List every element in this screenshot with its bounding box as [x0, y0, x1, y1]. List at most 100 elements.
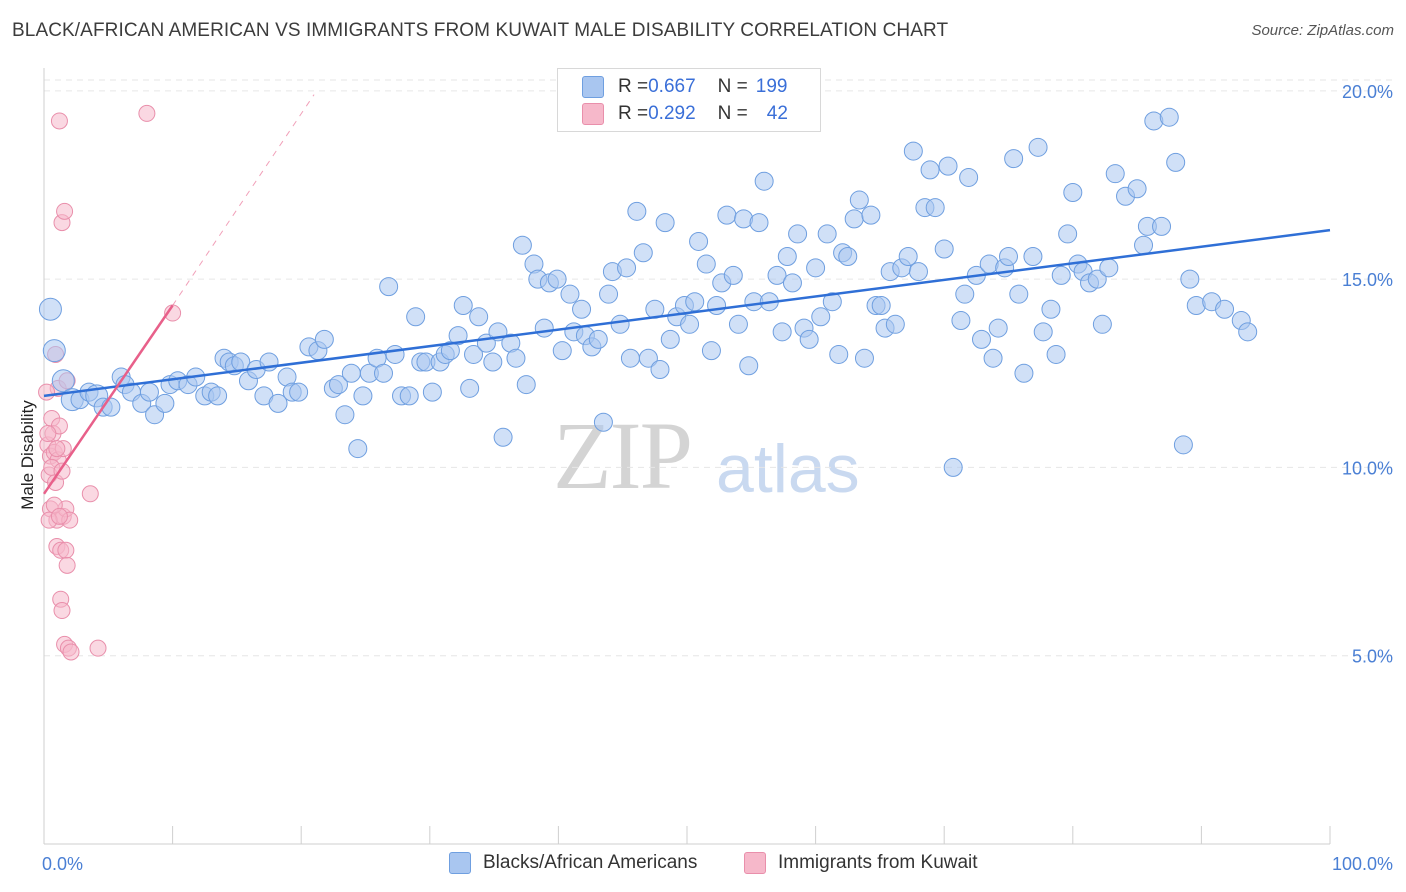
legend-swatch-kuwait	[582, 103, 604, 125]
black-point	[1087, 269, 1107, 289]
black-point	[707, 295, 727, 315]
black-point	[560, 284, 580, 304]
black-point	[348, 439, 368, 459]
tick-labels: 5.0% 10.0% 15.0% 20.0% 0.0% 100.0%	[42, 82, 1393, 874]
series-legend: Blacks/African Americans Immigrants from…	[0, 852, 1406, 878]
black-point	[749, 213, 769, 233]
black-point	[593, 412, 613, 432]
black-point	[689, 231, 709, 251]
black-point	[696, 254, 716, 274]
kuwait-point	[58, 556, 76, 574]
black-point	[782, 273, 802, 293]
y-tick-label: 15.0%	[1342, 270, 1393, 290]
black-point	[811, 307, 831, 327]
black-point	[516, 375, 536, 395]
kuwait-point	[50, 112, 68, 130]
black-point	[617, 258, 637, 278]
black-point	[1058, 224, 1078, 244]
black-point	[1215, 299, 1235, 319]
black-point	[717, 205, 737, 225]
y-tick-label: 20.0%	[1342, 82, 1393, 102]
black-point	[983, 348, 1003, 368]
black-point	[379, 277, 399, 297]
kuwait-point	[81, 485, 99, 503]
black-point	[838, 247, 858, 267]
black-point	[469, 307, 489, 327]
chart-title: BLACK/AFRICAN AMERICAN VS IMMIGRANTS FRO…	[12, 20, 949, 41]
black-point	[908, 262, 928, 282]
black-point	[385, 344, 405, 364]
series-black-points	[38, 107, 1258, 477]
black-point	[943, 457, 963, 477]
black-point	[453, 295, 473, 315]
black-point	[51, 369, 75, 393]
kuwait-point	[62, 643, 80, 661]
black-point	[633, 243, 653, 263]
black-point	[861, 205, 881, 225]
black-point	[139, 382, 159, 402]
series-legend-label-black: Blacks/African Americans	[483, 852, 698, 873]
black-point	[599, 284, 619, 304]
series-legend-swatch-black	[449, 852, 471, 874]
black-point	[1023, 247, 1043, 267]
black-point	[1166, 152, 1186, 172]
black-point	[1127, 179, 1147, 199]
legend-row-kuwait: R = 0.292 N = 42	[558, 101, 788, 127]
black-point	[1041, 299, 1061, 319]
black-point	[268, 393, 288, 413]
kuwait-point	[39, 425, 57, 443]
black-point	[660, 329, 680, 349]
series-legend-swatch-kuwait	[744, 852, 766, 874]
black-point	[506, 348, 526, 368]
black-point	[655, 213, 675, 233]
black-point	[1046, 344, 1066, 364]
black-point	[844, 209, 864, 229]
black-point	[460, 378, 480, 398]
black-point	[534, 318, 554, 338]
black-point	[1004, 149, 1024, 169]
legend-row-black: R = 0.667 N = 199	[558, 74, 787, 100]
legend-n-value: 199	[755, 76, 788, 97]
black-point	[1028, 137, 1048, 157]
black-point	[448, 326, 468, 346]
black-point	[1238, 322, 1258, 342]
black-point	[799, 329, 819, 349]
black-point	[849, 190, 869, 210]
black-point	[1152, 216, 1172, 236]
legend-r-label: R =	[618, 103, 649, 124]
black-point	[767, 265, 787, 285]
black-point	[1092, 314, 1112, 334]
black-point	[1173, 435, 1193, 455]
kuwait-point	[89, 639, 107, 657]
y-tick-label: 10.0%	[1342, 458, 1393, 478]
black-point	[680, 314, 700, 334]
black-point	[938, 156, 958, 176]
black-point	[988, 318, 1008, 338]
black-point	[440, 341, 460, 361]
watermark-zip: ZIP	[553, 402, 693, 509]
black-point	[772, 322, 792, 342]
kuwait-trend-line	[42, 304, 174, 495]
black-point	[208, 386, 228, 406]
black-point	[885, 314, 905, 334]
correlation-legend: R = 0.667 N = 199 R = 0.292 N = 42	[557, 68, 821, 132]
legend-n-value: 42	[766, 103, 788, 124]
black-point	[620, 348, 640, 368]
black-point	[955, 284, 975, 304]
black-point	[155, 393, 175, 413]
black-point	[934, 239, 954, 259]
black-point	[374, 363, 394, 383]
black-point	[822, 292, 842, 312]
black-point	[38, 297, 62, 321]
kuwait-trend-extension	[172, 94, 315, 306]
black-point	[399, 386, 419, 406]
black-trend-line	[43, 228, 1331, 398]
black-point	[353, 386, 373, 406]
black-point	[547, 269, 567, 289]
black-point	[335, 405, 355, 425]
black-point	[685, 292, 705, 312]
kuwait-point	[138, 104, 156, 122]
black-point	[1014, 363, 1034, 383]
black-point	[898, 247, 918, 267]
kuwait-point	[56, 202, 74, 220]
